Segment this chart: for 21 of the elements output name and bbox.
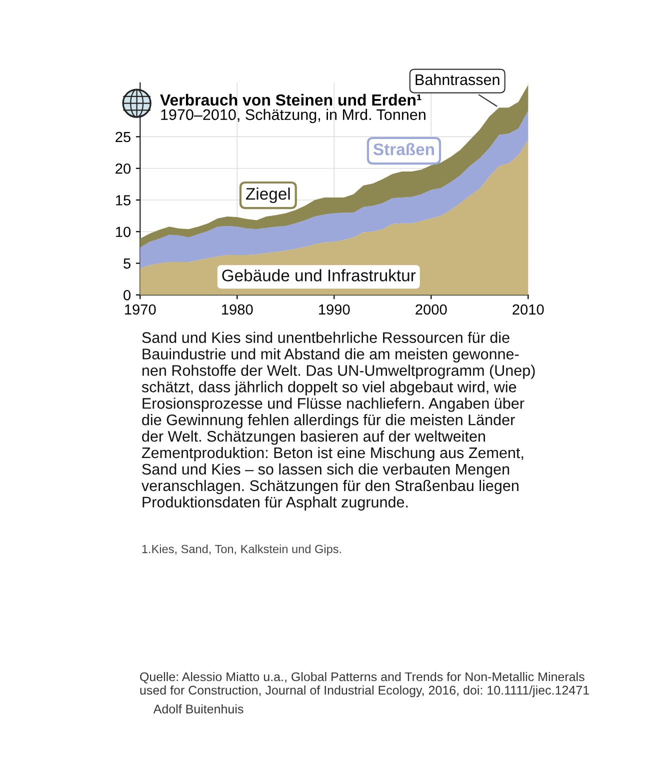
x-tick-label: 1990 xyxy=(319,304,350,315)
annotation: Bahntrassen xyxy=(416,74,500,86)
y-tick-label: 0 xyxy=(124,290,131,300)
text: Sand und Kies sind unentbehrliche Ressourcen für die Bauindustrie und mit Abstand die am meisten gewonne- nen Rohstoffe der Welt. Das UN-Umweltprogramm (Unep) schätzt, dass jährlich doppelt so viel abgebaut wird, wie Erosionsprozesse und Flüsse nachliefern. Angaben über die Gewinnung fehlen allerdings für die meisten Länder der Welt. Schätzungen basieren auf der weltweiten Zementproduktion: Beton ist eine Mischung aus Zement, Sand und Kies – so lassen sich die verbauten Mengen veranschlagen. Schätzungen für den Straßenbau liegen Produktionsdaten für Asphalt zugrunde. xyxy=(142,332,535,511)
x-tick-label: 2000 xyxy=(416,304,447,315)
x-tick-label: 1980 xyxy=(222,304,253,315)
x-tick-label: 1970 xyxy=(125,304,156,315)
source-note: Quelle: Alessio Miatto u.a., Global Patterns and Trends for Non-Metallic Minerals used for Construction, Journal of Industrial Ecology, 2016, doi: 10.1111/jiec.12471 xyxy=(140,672,589,698)
series-label: Straßen xyxy=(373,143,434,156)
series-label: Gebäude und Infrastruktur xyxy=(222,269,416,282)
text: 1970–2010, Schätzung, in Mrd. Tonnen xyxy=(161,108,426,124)
text: Verbrauch von Steinen und Erden¹ xyxy=(160,94,422,106)
y-tick-label: 5 xyxy=(124,258,130,269)
text: Adolf Buitenhuis xyxy=(153,704,244,714)
y-tick-label: 15 xyxy=(116,195,130,206)
text: 1.Kies, Sand, Ton, Kalkstein und Gips. xyxy=(142,544,341,556)
y-tick-label: 25 xyxy=(116,132,130,142)
series-label: Ziegel xyxy=(246,188,290,204)
x-tick-label: 2010 xyxy=(512,304,544,315)
y-tick-label: 10 xyxy=(116,226,131,238)
y-tick-label: 20 xyxy=(116,163,131,174)
